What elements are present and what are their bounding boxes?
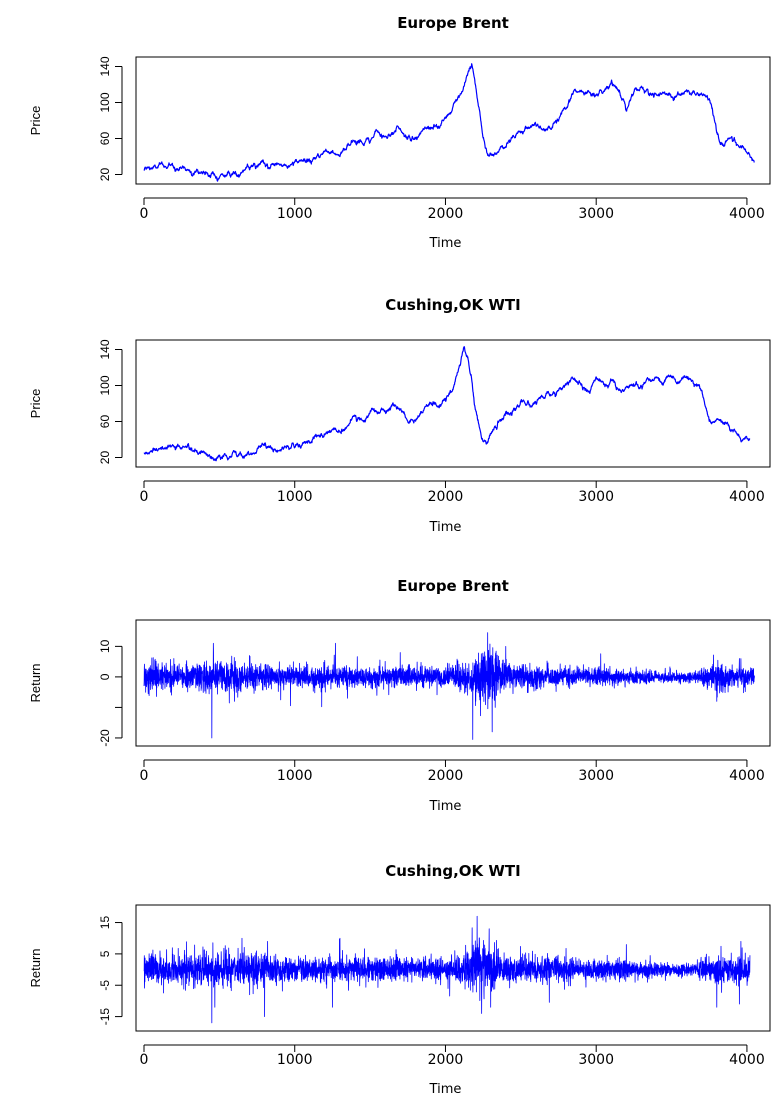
chart-panel-2: Cushing,OK WTI 0 1000 2000 3000 4000 20 60 100 14… (28, 296, 771, 535)
y-tick-label: 100 (98, 92, 112, 112)
y-axis-label: Price (28, 389, 43, 419)
chart-panel-1: Europe Brent 0 1000 2000 3000 4000 20 60 100 140 T… (28, 14, 771, 251)
y-tick-label: 20 (98, 451, 112, 465)
y-tick-label: 60 (98, 132, 112, 146)
x-tick-label: 1000 (277, 489, 313, 505)
y-tick-label: 60 (98, 415, 112, 429)
y-tick-label: -15 (98, 1008, 112, 1026)
y-tick-label: -5 (98, 980, 112, 991)
x-tick-label: 2000 (428, 1052, 464, 1068)
plot-frame (135, 56, 771, 185)
x-tick-label: 4000 (729, 768, 765, 784)
x-tick-label: 3000 (578, 1052, 614, 1068)
x-tick-label: 3000 (578, 489, 614, 505)
series-line (143, 63, 755, 182)
plot-frame (135, 619, 771, 747)
chart-title: Europe Brent (397, 14, 509, 32)
y-tick-label: 0 (98, 673, 112, 680)
plot-frame (135, 339, 771, 468)
x-tick-label: 2000 (428, 768, 464, 784)
y-tick-label: 5 (98, 950, 112, 957)
chart-title: Cushing,OK WTI (385, 862, 521, 880)
y-tick-label: 15 (98, 916, 112, 930)
y-tick-label: 20 (98, 168, 112, 182)
series-line (143, 346, 751, 462)
y-axis-label: Price (28, 106, 43, 136)
x-tick-label: 0 (140, 768, 149, 784)
y-tick-label: 140 (98, 56, 112, 76)
y-tick-label: -20 (98, 729, 112, 747)
plot-frame (135, 904, 771, 1032)
chart-panel-3: Europe Brent 0 1000 2000 3000 4000 -20 0 10 Time R… (28, 577, 771, 814)
x-tick-label: 4000 (729, 206, 765, 222)
x-tick-label: 4000 (729, 1052, 765, 1068)
x-axis-label: Time (429, 799, 462, 814)
x-tick-label: 3000 (578, 768, 614, 784)
chart-title: Cushing,OK WTI (385, 296, 521, 314)
x-axis-label: Time (429, 236, 462, 251)
x-tick-label: 0 (140, 1052, 149, 1068)
x-tick-label: 0 (140, 206, 149, 222)
x-tick-label: 2000 (428, 206, 464, 222)
y-tick-label: 100 (98, 375, 112, 395)
y-tick-label: 10 (98, 639, 112, 653)
y-axis-label: Return (28, 663, 43, 702)
y-axis-label: Return (28, 948, 43, 987)
x-tick-label: 2000 (428, 489, 464, 505)
x-axis-label: Time (429, 1082, 462, 1097)
x-tick-label: 4000 (729, 489, 765, 505)
x-tick-label: 3000 (578, 206, 614, 222)
series-line (143, 632, 755, 740)
chart-title: Europe Brent (397, 577, 509, 595)
x-tick-label: 1000 (277, 768, 313, 784)
x-tick-label: 1000 (277, 206, 313, 222)
series-line (143, 915, 751, 1024)
y-tick-label: 140 (98, 339, 112, 359)
x-tick-label: 1000 (277, 1052, 313, 1068)
chart-panel-4: Cushing,OK WTI 0 1000 2000 3000 4000 -15 -5 5 15 T… (28, 862, 771, 1097)
x-tick-label: 0 (140, 489, 149, 505)
x-axis-label: Time (429, 520, 462, 535)
